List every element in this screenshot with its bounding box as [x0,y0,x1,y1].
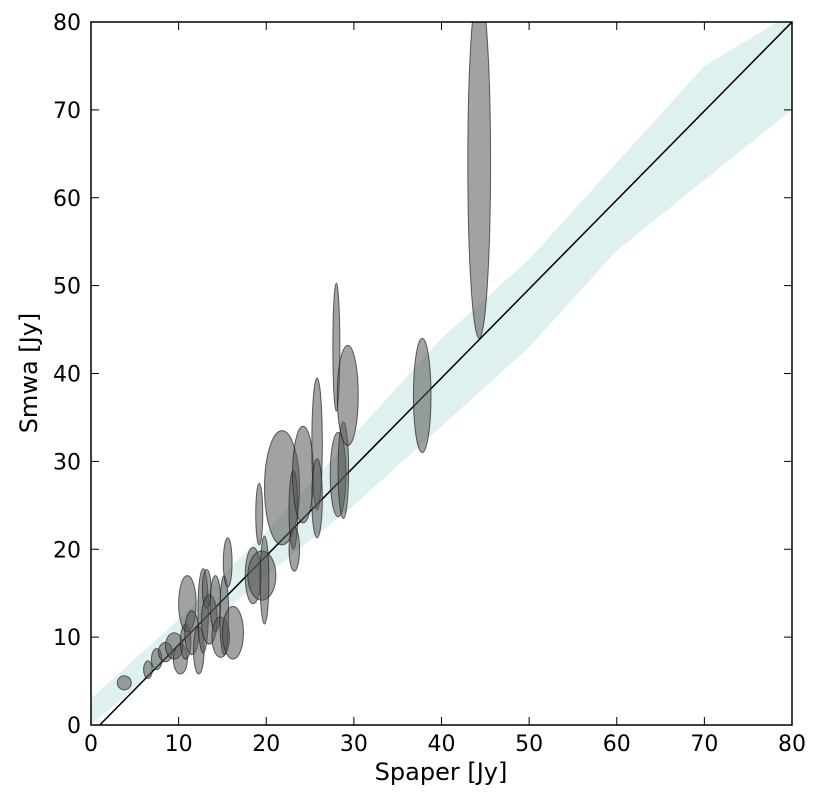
x-axis-label: Spaper [Jy] [375,758,508,786]
x-tick-label: 30 [340,732,368,757]
data-point-16 [222,537,233,588]
x-tick-label: 50 [515,732,543,757]
data-point-17 [221,605,244,660]
data-point-0 [116,675,132,691]
data-point-21 [259,535,270,625]
data-point-24 [288,526,301,572]
data-point-25 [292,425,315,524]
data-point-1 [143,660,153,679]
x-tick-label: 80 [778,732,806,757]
y-tick-label: 80 [53,11,81,36]
data-point-31 [336,344,359,447]
x-tick-label: 40 [428,732,456,757]
y-tick-label: 70 [53,99,81,124]
data-point-19 [255,482,264,546]
y-tick-label: 60 [53,187,81,212]
y-tick-label: 50 [53,275,81,300]
y-tick-label: 40 [53,363,81,388]
data-ellipses [116,22,492,691]
data-point-32 [412,337,432,454]
data-point-27 [311,458,323,539]
data-point-33 [467,22,492,339]
x-tick-label: 20 [252,732,280,757]
y-tick-label: 30 [53,450,81,475]
x-tick-label: 0 [84,732,98,757]
x-tick-label: 60 [603,732,631,757]
x-tick-label: 70 [690,732,718,757]
x-tick-label: 10 [165,732,193,757]
y-axis-label: Smwa [Jy] [15,313,43,434]
axes: 0 10 20 30 40 50 60 70 80 0 10 20 30 40 50 60 70 80 [53,11,806,757]
y-tick-label: 10 [53,626,81,651]
y-tick-label: 0 [67,714,81,739]
y-tick-label: 20 [53,538,81,563]
